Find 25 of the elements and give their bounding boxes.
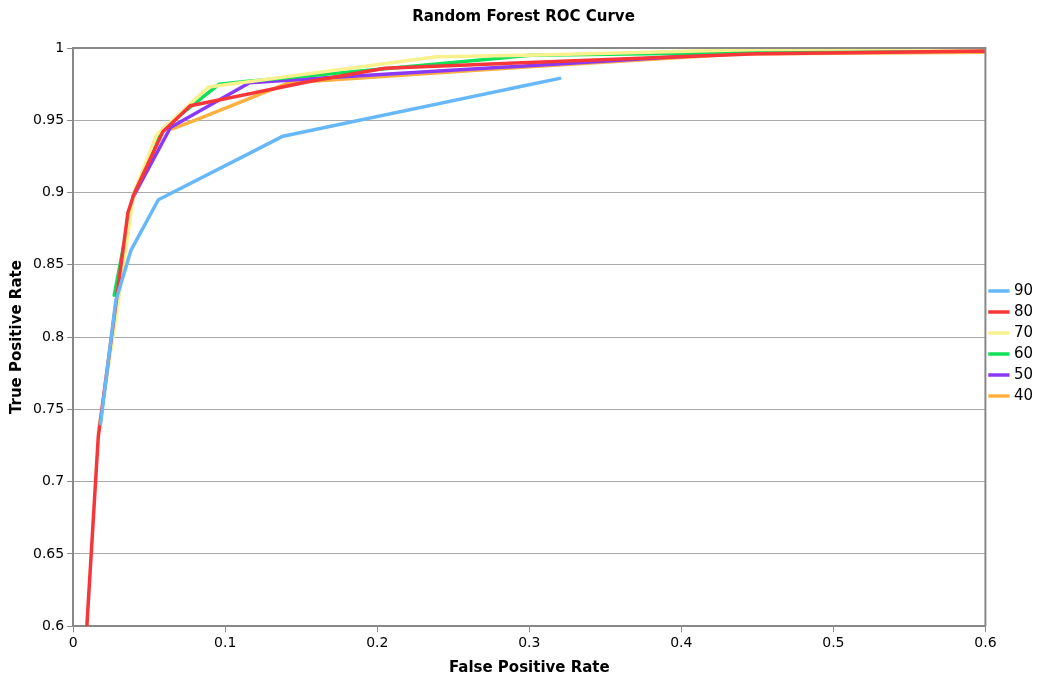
y-tick-label: 0.6 xyxy=(41,616,65,633)
x-tick-label: 0 xyxy=(68,634,78,651)
chart-title: Random Forest ROC Curve xyxy=(412,6,635,25)
x-tick-label: 0.4 xyxy=(670,634,693,651)
x-axis-title: False Positive Rate xyxy=(448,657,610,676)
legend-label: 50 xyxy=(1013,364,1034,383)
legend-label: 90 xyxy=(1013,280,1034,299)
y-axis-title: True Positive Rate xyxy=(6,260,25,415)
y-tick-label: 1 xyxy=(55,38,65,55)
y-tick-label: 0.95 xyxy=(33,110,65,127)
y-tick-label: 0.9 xyxy=(41,183,65,200)
y-tick-label: 0.75 xyxy=(33,400,65,417)
legend-label: 60 xyxy=(1013,343,1034,362)
x-tick-label: 0.6 xyxy=(974,634,997,651)
y-tick-label: 0.7 xyxy=(41,472,65,489)
x-tick-label: 0.3 xyxy=(518,634,541,651)
y-tick-label: 0.8 xyxy=(41,327,65,344)
x-tick-label: 0.5 xyxy=(822,634,845,651)
legend-label: 70 xyxy=(1013,322,1034,341)
x-tick-label: 0.2 xyxy=(366,634,389,651)
y-tick-label: 0.85 xyxy=(33,255,65,272)
legend-label: 80 xyxy=(1013,301,1034,320)
legend-label: 40 xyxy=(1013,385,1034,404)
y-tick-label: 0.65 xyxy=(33,544,65,561)
x-tick-label: 0.1 xyxy=(214,634,237,651)
